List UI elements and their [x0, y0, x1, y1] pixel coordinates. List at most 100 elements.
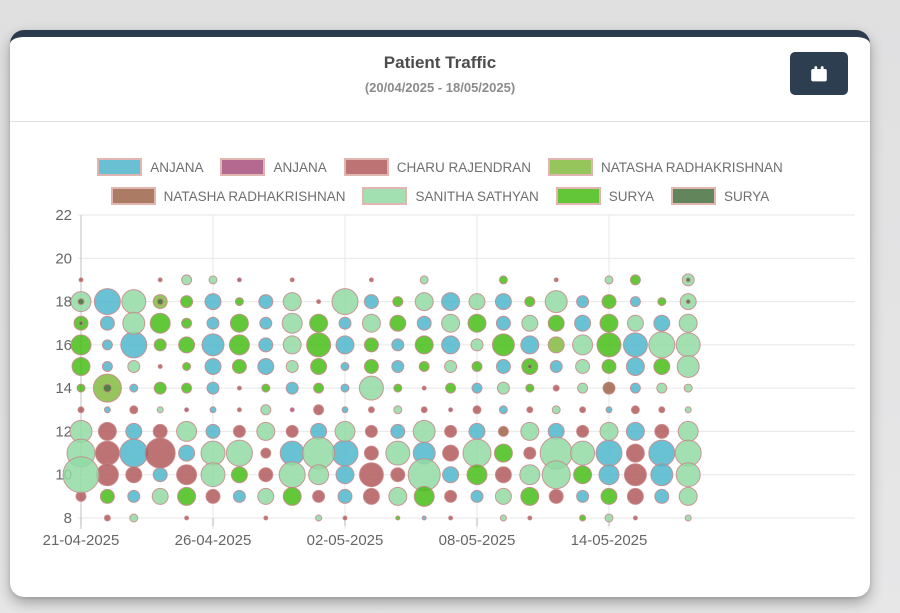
bubble: [549, 360, 563, 373]
bubble: [444, 360, 458, 373]
y-tick-label: 8: [64, 510, 72, 527]
chart-legend-row-2: NATASHA RADHAKRISHNAN SANITHA SATHYAN SURY…: [10, 187, 870, 205]
bubble: [209, 406, 217, 414]
bubble: [391, 360, 405, 373]
bubble: [494, 487, 512, 505]
bubble: [448, 515, 454, 521]
legend-item[interactable]: SURYA: [671, 187, 769, 205]
bubble: [125, 422, 143, 440]
bubble: [306, 332, 332, 358]
legend-item[interactable]: SANITHA SATHYAN: [362, 187, 539, 205]
legend-item[interactable]: ANJANA: [220, 158, 327, 176]
bubble: [596, 332, 622, 358]
bubble: [361, 313, 381, 333]
bubble: [260, 447, 272, 459]
x-tick-label: 21-04-2025: [43, 532, 120, 549]
bubble: [421, 385, 427, 391]
legend-label: SANITHA SATHYAN: [415, 188, 539, 204]
bubble: [157, 277, 163, 283]
bubble: [442, 466, 460, 484]
bubble: [675, 462, 701, 488]
bubble: [157, 364, 163, 369]
bubble: [93, 288, 121, 316]
bubble: [103, 514, 111, 522]
bubble: [127, 489, 141, 503]
bubble: [364, 424, 378, 438]
x-tick-label: 02-05-2025: [307, 532, 384, 549]
bubble: [519, 464, 541, 486]
bubble: [236, 407, 242, 413]
legend-label: ANJANA: [273, 159, 327, 175]
bubble: [176, 420, 198, 442]
bubble: [675, 332, 701, 358]
bubble: [499, 514, 507, 522]
bubble: [493, 443, 513, 463]
bubble: [657, 297, 667, 307]
bubble: [385, 440, 411, 466]
bubble: [441, 313, 461, 333]
bubble: [654, 423, 670, 439]
bubble: [470, 489, 484, 503]
bubble: [259, 316, 273, 330]
bubble: [602, 381, 616, 395]
bubble: [334, 420, 356, 442]
bubble: [363, 337, 379, 353]
bubble: [342, 515, 348, 521]
bubble-chart-svg[interactable]: 81012141618202221-04-202526-04-202502-05…: [10, 37, 870, 597]
bubble: [278, 461, 306, 489]
bubble: [625, 357, 645, 376]
bubble: [653, 314, 671, 332]
bubble: [625, 443, 645, 463]
legend-item[interactable]: SURYA: [555, 187, 654, 205]
bubble: [574, 314, 592, 332]
legend-item[interactable]: NATASHA RADHAKRISHNAN: [548, 158, 783, 176]
legend-item[interactable]: NATASHA RADHAKRISHNAN: [110, 187, 346, 205]
bubble: [363, 445, 379, 461]
legend-label: NATASHA RADHAKRISHNAN: [163, 188, 346, 204]
bubble: [544, 290, 568, 314]
bubble: [178, 444, 196, 462]
bubble: [420, 406, 428, 414]
bubble: [225, 439, 253, 467]
bubble: [579, 406, 587, 414]
bubble: [525, 383, 535, 393]
bubble-series: [75, 277, 670, 522]
bubble: [119, 438, 149, 468]
bubble-series: [77, 277, 691, 393]
bubble: [445, 382, 457, 394]
bubble: [232, 489, 246, 503]
bubble: [363, 294, 379, 310]
bubble: [462, 438, 492, 468]
bubble: [388, 486, 408, 506]
bubble: [101, 361, 113, 372]
bubble: [263, 515, 269, 521]
bubble: [395, 515, 401, 521]
bubble: [604, 513, 614, 523]
bubble: [471, 361, 483, 372]
bubble: [285, 424, 299, 438]
bubble: [101, 339, 113, 351]
bubble: [178, 336, 196, 354]
bubble: [576, 489, 590, 503]
bubble: [153, 338, 167, 352]
bubble: [260, 404, 272, 416]
bubble: [258, 337, 274, 353]
bubble: [236, 277, 242, 283]
bubble: [76, 383, 86, 393]
legend-item[interactable]: CHARU RAJENDRAN: [343, 158, 531, 176]
legend-label: SURYA: [724, 188, 770, 204]
legend-item[interactable]: ANJANA: [97, 158, 203, 176]
bubble: [204, 293, 222, 311]
x-tick-label: 08-05-2025: [439, 532, 516, 549]
bubble: [520, 421, 540, 441]
bubble: [625, 421, 645, 441]
chart-legend-row-1: ANJANA ANJANA CHARU RAJENDRAN NATASHA RADHA…: [10, 158, 870, 176]
bubble: [152, 467, 168, 483]
bubble: [393, 405, 403, 415]
bubble: [201, 333, 225, 357]
bubble: [521, 314, 539, 332]
bubble: [315, 514, 323, 522]
calendar-button[interactable]: [790, 52, 848, 95]
bubble: [471, 382, 483, 394]
card-header: Patient Traffic (20/04/2025 - 18/05/2025…: [10, 37, 870, 122]
